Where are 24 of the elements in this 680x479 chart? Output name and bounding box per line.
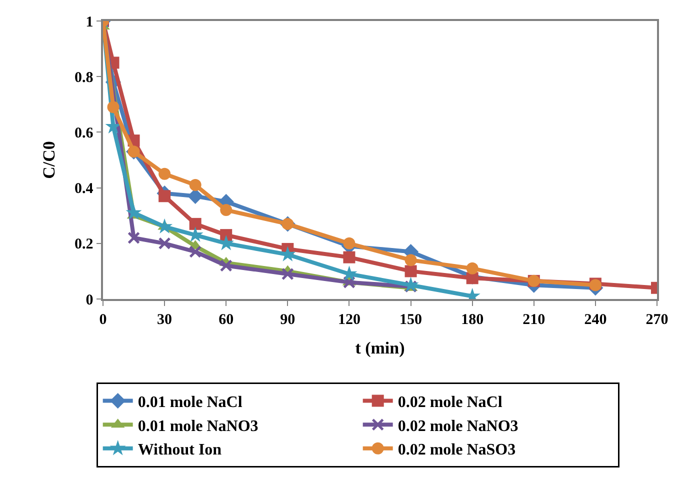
y-tick-label: 0.4 [74,181,94,198]
x-axis-title: t (min) [355,338,405,358]
legend-label: 0.02 mole NaCl [398,394,503,412]
x-tick-label: 150 [400,312,422,328]
x-tick-label: 240 [584,312,607,328]
y-tick-label: 1 [86,14,94,30]
x-tick-label: 60 [218,312,234,328]
legend-label: 0.01 mole NaNO3 [138,418,258,435]
y-tick-label: 0.6 [74,125,94,142]
x-tick-label: 210 [522,312,546,328]
x-tick-label: 180 [461,312,484,328]
y-axis-title: C/C0 [40,141,59,179]
y-tick-label: 0.8 [74,70,94,86]
legend-label: 0.01 mole NaCl [138,394,243,412]
x-tick-label: 0 [99,312,107,328]
y-tick-label: 0.2 [74,236,94,253]
legend-label: Without Ion [138,442,222,459]
x-tick-label: 30 [157,312,172,328]
x-tick-label: 120 [338,312,360,328]
legend-label: 0.02 mole NaNO3 [398,418,518,435]
legend-label: 0.02 mole NaSO3 [398,442,516,459]
x-tick-label: 270 [646,312,668,328]
x-tick-label: 90 [280,312,296,328]
y-tick-label: 0 [86,292,94,308]
